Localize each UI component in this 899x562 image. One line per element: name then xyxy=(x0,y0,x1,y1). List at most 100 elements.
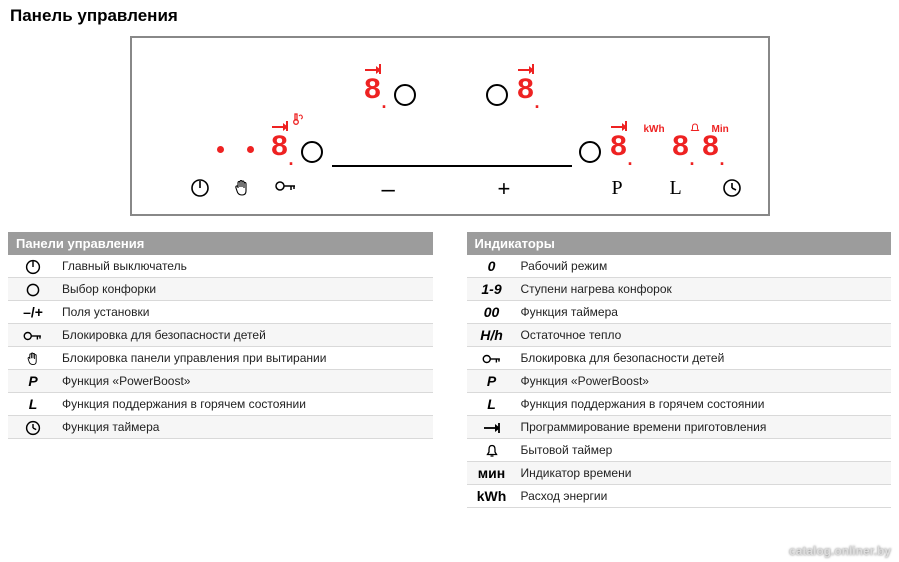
burner-circle xyxy=(301,141,323,163)
panel-divider xyxy=(332,165,572,167)
right-table: Индикаторы 0Рабочий режим1-9Ступени нагр… xyxy=(467,232,892,508)
row-desc: Выбор конфорки xyxy=(58,279,433,299)
segment-dot: . xyxy=(289,149,294,170)
watermark: catalog.onliner.by xyxy=(789,544,891,558)
burner-circle xyxy=(579,141,601,163)
row-symbol xyxy=(8,327,58,343)
burner-circle xyxy=(394,84,416,106)
minus-icon: – xyxy=(382,178,395,202)
table-row: Бытовой таймер xyxy=(467,439,892,462)
plus-icon: + xyxy=(498,178,511,200)
table-row: kWhРасход энергии xyxy=(467,485,892,508)
table-row: LФункция поддержания в горячем состоянии xyxy=(467,393,892,416)
left-table: Панели управления Главный выключатель Выб… xyxy=(8,232,433,508)
table-row: H/hОстаточное тепло xyxy=(467,324,892,347)
row-symbol: kWh xyxy=(467,488,517,504)
segment-display: 8 xyxy=(517,76,535,106)
row-desc: Индикатор времени xyxy=(517,463,892,483)
table-row: Блокировка панели управления при вытиран… xyxy=(8,347,433,370)
table-row: PФункция «PowerBoost» xyxy=(8,370,433,393)
segment-display: 8 xyxy=(610,133,628,163)
segment-dot: . xyxy=(690,149,695,170)
row-symbol: P xyxy=(467,373,517,389)
table-row: Функция таймера xyxy=(8,416,433,439)
table-row: 1-9Ступени нагрева конфорок xyxy=(467,278,892,301)
segment-display: 8 xyxy=(364,76,382,106)
row-desc: Функция поддержания в горячем состоянии xyxy=(517,394,892,414)
page-title: Панель управления xyxy=(0,0,899,36)
segment-display: 8 xyxy=(702,133,720,163)
row-desc: Блокировка панели управления при вытиран… xyxy=(58,348,433,368)
right-table-header: Индикаторы xyxy=(467,232,892,255)
row-symbol: P xyxy=(8,373,58,389)
segment-display: 8 xyxy=(271,133,289,163)
thermometer-icon xyxy=(291,112,305,126)
bell-mini-icon xyxy=(690,123,700,136)
burner-circle xyxy=(486,84,508,106)
row-symbol: L xyxy=(467,396,517,412)
row-desc: Функция таймера xyxy=(517,302,892,322)
indicator-dot xyxy=(247,146,254,153)
hand-icon xyxy=(232,178,252,202)
segment-display: 8 xyxy=(672,133,690,163)
table-row: LФункция поддержания в горячем состоянии xyxy=(8,393,433,416)
row-desc: Главный выключатель xyxy=(58,256,433,276)
table-row: Главный выключатель xyxy=(8,255,433,278)
power-icon xyxy=(190,178,210,202)
row-desc: Расход энергии xyxy=(517,486,892,506)
row-desc: Ступени нагрева конфорок xyxy=(517,279,892,299)
row-symbol xyxy=(8,257,58,274)
key-icon xyxy=(274,178,298,198)
table-row: PФункция «PowerBoost» xyxy=(467,370,892,393)
row-desc: Поля установки xyxy=(58,302,433,322)
l-icon: L xyxy=(670,178,682,198)
table-row: –/+Поля установки xyxy=(8,301,433,324)
row-symbol: 1-9 xyxy=(467,281,517,297)
segment-dot: . xyxy=(720,149,725,170)
table-row: Блокировка для безопасности детей xyxy=(467,347,892,370)
cook-time-bar xyxy=(532,64,534,74)
legend-tables: Панели управления Главный выключатель Выб… xyxy=(0,232,899,508)
table-row: минИндикатор времени xyxy=(467,462,892,485)
row-symbol xyxy=(467,350,517,366)
segment-dot: . xyxy=(628,149,633,170)
row-symbol: 00 xyxy=(467,304,517,320)
control-icon-row: – + P L xyxy=(132,178,768,204)
row-desc: Остаточное тепло xyxy=(517,325,892,345)
left-table-header: Панели управления xyxy=(8,232,433,255)
row-desc: Блокировка для безопасности детей xyxy=(517,348,892,368)
row-desc: Программирование времени приготовления xyxy=(517,417,892,437)
row-symbol xyxy=(467,442,517,458)
row-symbol xyxy=(467,419,517,435)
row-symbol: 0 xyxy=(467,258,517,274)
p-icon: P xyxy=(612,178,623,198)
cook-time-bar xyxy=(625,121,627,131)
segment-dot: . xyxy=(382,92,387,113)
row-symbol xyxy=(8,280,58,297)
segment-dot: . xyxy=(535,92,540,113)
row-symbol: мин xyxy=(467,465,517,481)
cook-time-bar xyxy=(286,121,288,131)
table-row: Программирование времени приготовления xyxy=(467,416,892,439)
clock-icon xyxy=(722,178,742,202)
row-desc: Бытовой таймер xyxy=(517,440,892,460)
row-desc: Функция «PowerBoost» xyxy=(58,371,433,391)
indicator-dot xyxy=(217,146,224,153)
row-symbol: –/+ xyxy=(8,304,58,320)
row-desc: Блокировка для безопасности детей xyxy=(58,325,433,345)
control-panel-diagram: 8 . 8 . 8 . 8 . kWh Min 8 . 8 . – + xyxy=(130,36,770,216)
row-symbol xyxy=(8,349,58,366)
row-symbol: H/h xyxy=(467,327,517,343)
row-desc: Функция таймера xyxy=(58,417,433,437)
kwh-label: kWh xyxy=(644,124,665,135)
table-row: Блокировка для безопасности детей xyxy=(8,324,433,347)
row-symbol xyxy=(8,418,58,435)
table-row: 00Функция таймера xyxy=(467,301,892,324)
table-row: Выбор конфорки xyxy=(8,278,433,301)
row-symbol: L xyxy=(8,396,58,412)
row-desc: Функция поддержания в горячем состоянии xyxy=(58,394,433,414)
row-desc: Рабочий режим xyxy=(517,256,892,276)
row-desc: Функция «PowerBoost» xyxy=(517,371,892,391)
cook-time-bar xyxy=(379,64,381,74)
table-row: 0Рабочий режим xyxy=(467,255,892,278)
